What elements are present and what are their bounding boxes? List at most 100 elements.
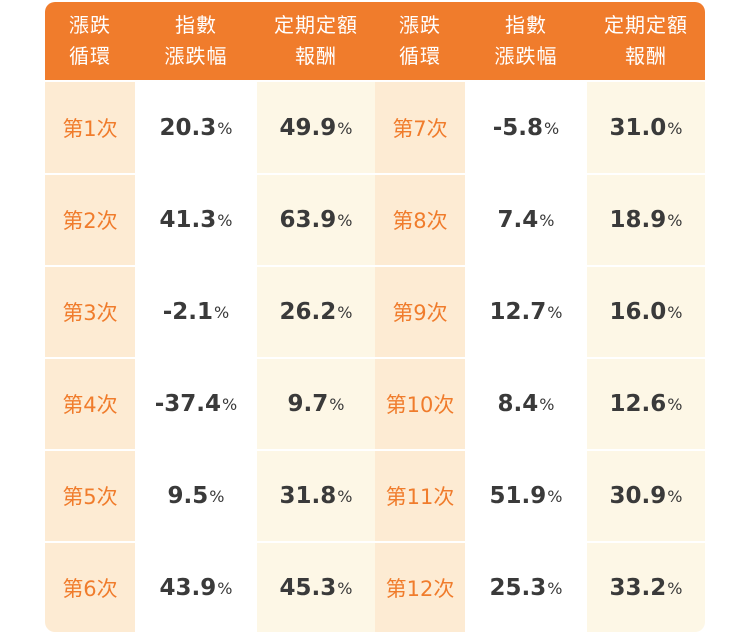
row-divider [45,357,705,359]
cell-value: 12.6 [609,391,667,417]
cell-value: 18.9 [609,207,667,233]
cell-value: 20.3 [159,115,217,141]
percent-sign: % [222,394,238,414]
table-cell-cycle-b: 第12次 [375,542,465,632]
table-cell-index-b: 8.4% [465,358,587,450]
cell-value: 第8次 [392,209,448,233]
percent-sign: % [667,486,683,506]
table-cell-index-b: -5.8% [465,82,587,174]
table-cell-ret-a: 9.7% [257,358,375,450]
percent-sign: % [217,118,233,138]
percent-sign: % [217,210,233,230]
percent-sign: % [667,578,683,598]
percent-sign: % [329,394,345,414]
cell-value: 33.2 [609,575,667,601]
cell-value: 第5次 [62,485,118,509]
cell-value: 30.9 [609,483,667,509]
table-cell-index-b: 25.3% [465,542,587,632]
cell-value: 第12次 [385,577,455,601]
table-cell-cycle-a: 第3次 [45,266,135,358]
percent-sign: % [667,302,683,322]
table-cell-ret-a: 31.8% [257,450,375,542]
table-cell-index-a: 9.5% [135,450,257,542]
percent-sign: % [209,486,225,506]
table-cell-index-a: 43.9% [135,542,257,632]
header-index-b: 指數 漲跌幅 [494,13,558,68]
table-cell-ret-a: 63.9% [257,174,375,266]
row-divider [45,265,705,267]
percent-sign: % [547,578,563,598]
cell-value: 第11次 [385,485,455,509]
table-cell-index-a: -37.4% [135,358,257,450]
percent-sign: % [337,210,353,230]
cell-value: 7.4 [497,207,539,233]
percent-sign: % [214,302,230,322]
cell-value: 31.0 [609,115,667,141]
percent-sign: % [539,394,555,414]
table-cell-ret-b: 12.6% [587,358,705,450]
cell-value: -2.1 [162,299,214,325]
table-header: 漲跌 循環 指數 漲跌幅 定期定額 報酬 漲跌 循環 指數 漲跌幅 定期定額 報… [45,2,705,80]
row-divider [45,541,705,543]
percent-sign: % [547,302,563,322]
cell-value: 9.7 [287,391,329,417]
table-cell-cycle-b: 第9次 [375,266,465,358]
percent-sign: % [337,578,353,598]
header-cycle-b: 漲跌 循環 [399,13,441,68]
cell-value: 31.8 [279,483,337,509]
cell-value: 12.7 [489,299,547,325]
table-cell-cycle-b: 第10次 [375,358,465,450]
table-cell-cycle-a: 第4次 [45,358,135,450]
cell-value: 第3次 [62,301,118,325]
cell-value: 51.9 [489,483,547,509]
cell-value: 49.9 [279,115,337,141]
table-cell-ret-b: 30.9% [587,450,705,542]
cell-value: 第9次 [392,301,448,325]
table-cell-cycle-a: 第6次 [45,542,135,632]
percent-sign: % [667,394,683,414]
returns-table: 漲跌 循環 指數 漲跌幅 定期定額 報酬 漲跌 循環 指數 漲跌幅 定期定額 報… [45,2,705,632]
percent-sign: % [217,578,233,598]
cell-value: 43.9 [159,575,217,601]
table-cell-index-a: 41.3% [135,174,257,266]
table-cell-index-b: 12.7% [465,266,587,358]
table-cell-ret-b: 33.2% [587,542,705,632]
table-cell-ret-b: 31.0% [587,82,705,174]
table-cell-ret-b: 18.9% [587,174,705,266]
percent-sign: % [337,302,353,322]
cell-value: 第7次 [392,117,448,141]
percent-sign: % [544,118,560,138]
cell-value: 25.3 [489,575,547,601]
header-index-a: 指數 漲跌幅 [164,13,228,68]
table-cell-cycle-b: 第8次 [375,174,465,266]
cell-value: -37.4 [154,391,222,417]
table-cell-index-a: -2.1% [135,266,257,358]
cell-value: 9.5 [167,483,209,509]
percent-sign: % [667,210,683,230]
cell-value: 第1次 [62,117,118,141]
header-return-b: 定期定額 報酬 [604,13,688,68]
cell-value: 第2次 [62,209,118,233]
row-divider [45,449,705,451]
percent-sign: % [337,486,353,506]
cell-value: 第4次 [62,393,118,417]
header-return-a: 定期定額 報酬 [274,13,358,68]
cell-value: 26.2 [279,299,337,325]
row-divider [45,173,705,175]
table-cell-ret-a: 49.9% [257,82,375,174]
table-cell-cycle-b: 第7次 [375,82,465,174]
table-cell-index-b: 7.4% [465,174,587,266]
table-cell-cycle-a: 第5次 [45,450,135,542]
table-cell-cycle-a: 第2次 [45,174,135,266]
table-cell-index-b: 51.9% [465,450,587,542]
cell-value: 8.4 [497,391,539,417]
table-cell-index-a: 20.3% [135,82,257,174]
cell-value: 63.9 [279,207,337,233]
cell-value: 第6次 [62,577,118,601]
percent-sign: % [539,210,555,230]
table-cell-ret-b: 16.0% [587,266,705,358]
cell-value: 45.3 [279,575,337,601]
cell-value: 16.0 [609,299,667,325]
table-body: 第1次 20.3% 49.9% 第7次 -5.8% 31.0% 第2次 41.3% 63.9% 第… [45,82,705,632]
table-cell-cycle-b: 第11次 [375,450,465,542]
